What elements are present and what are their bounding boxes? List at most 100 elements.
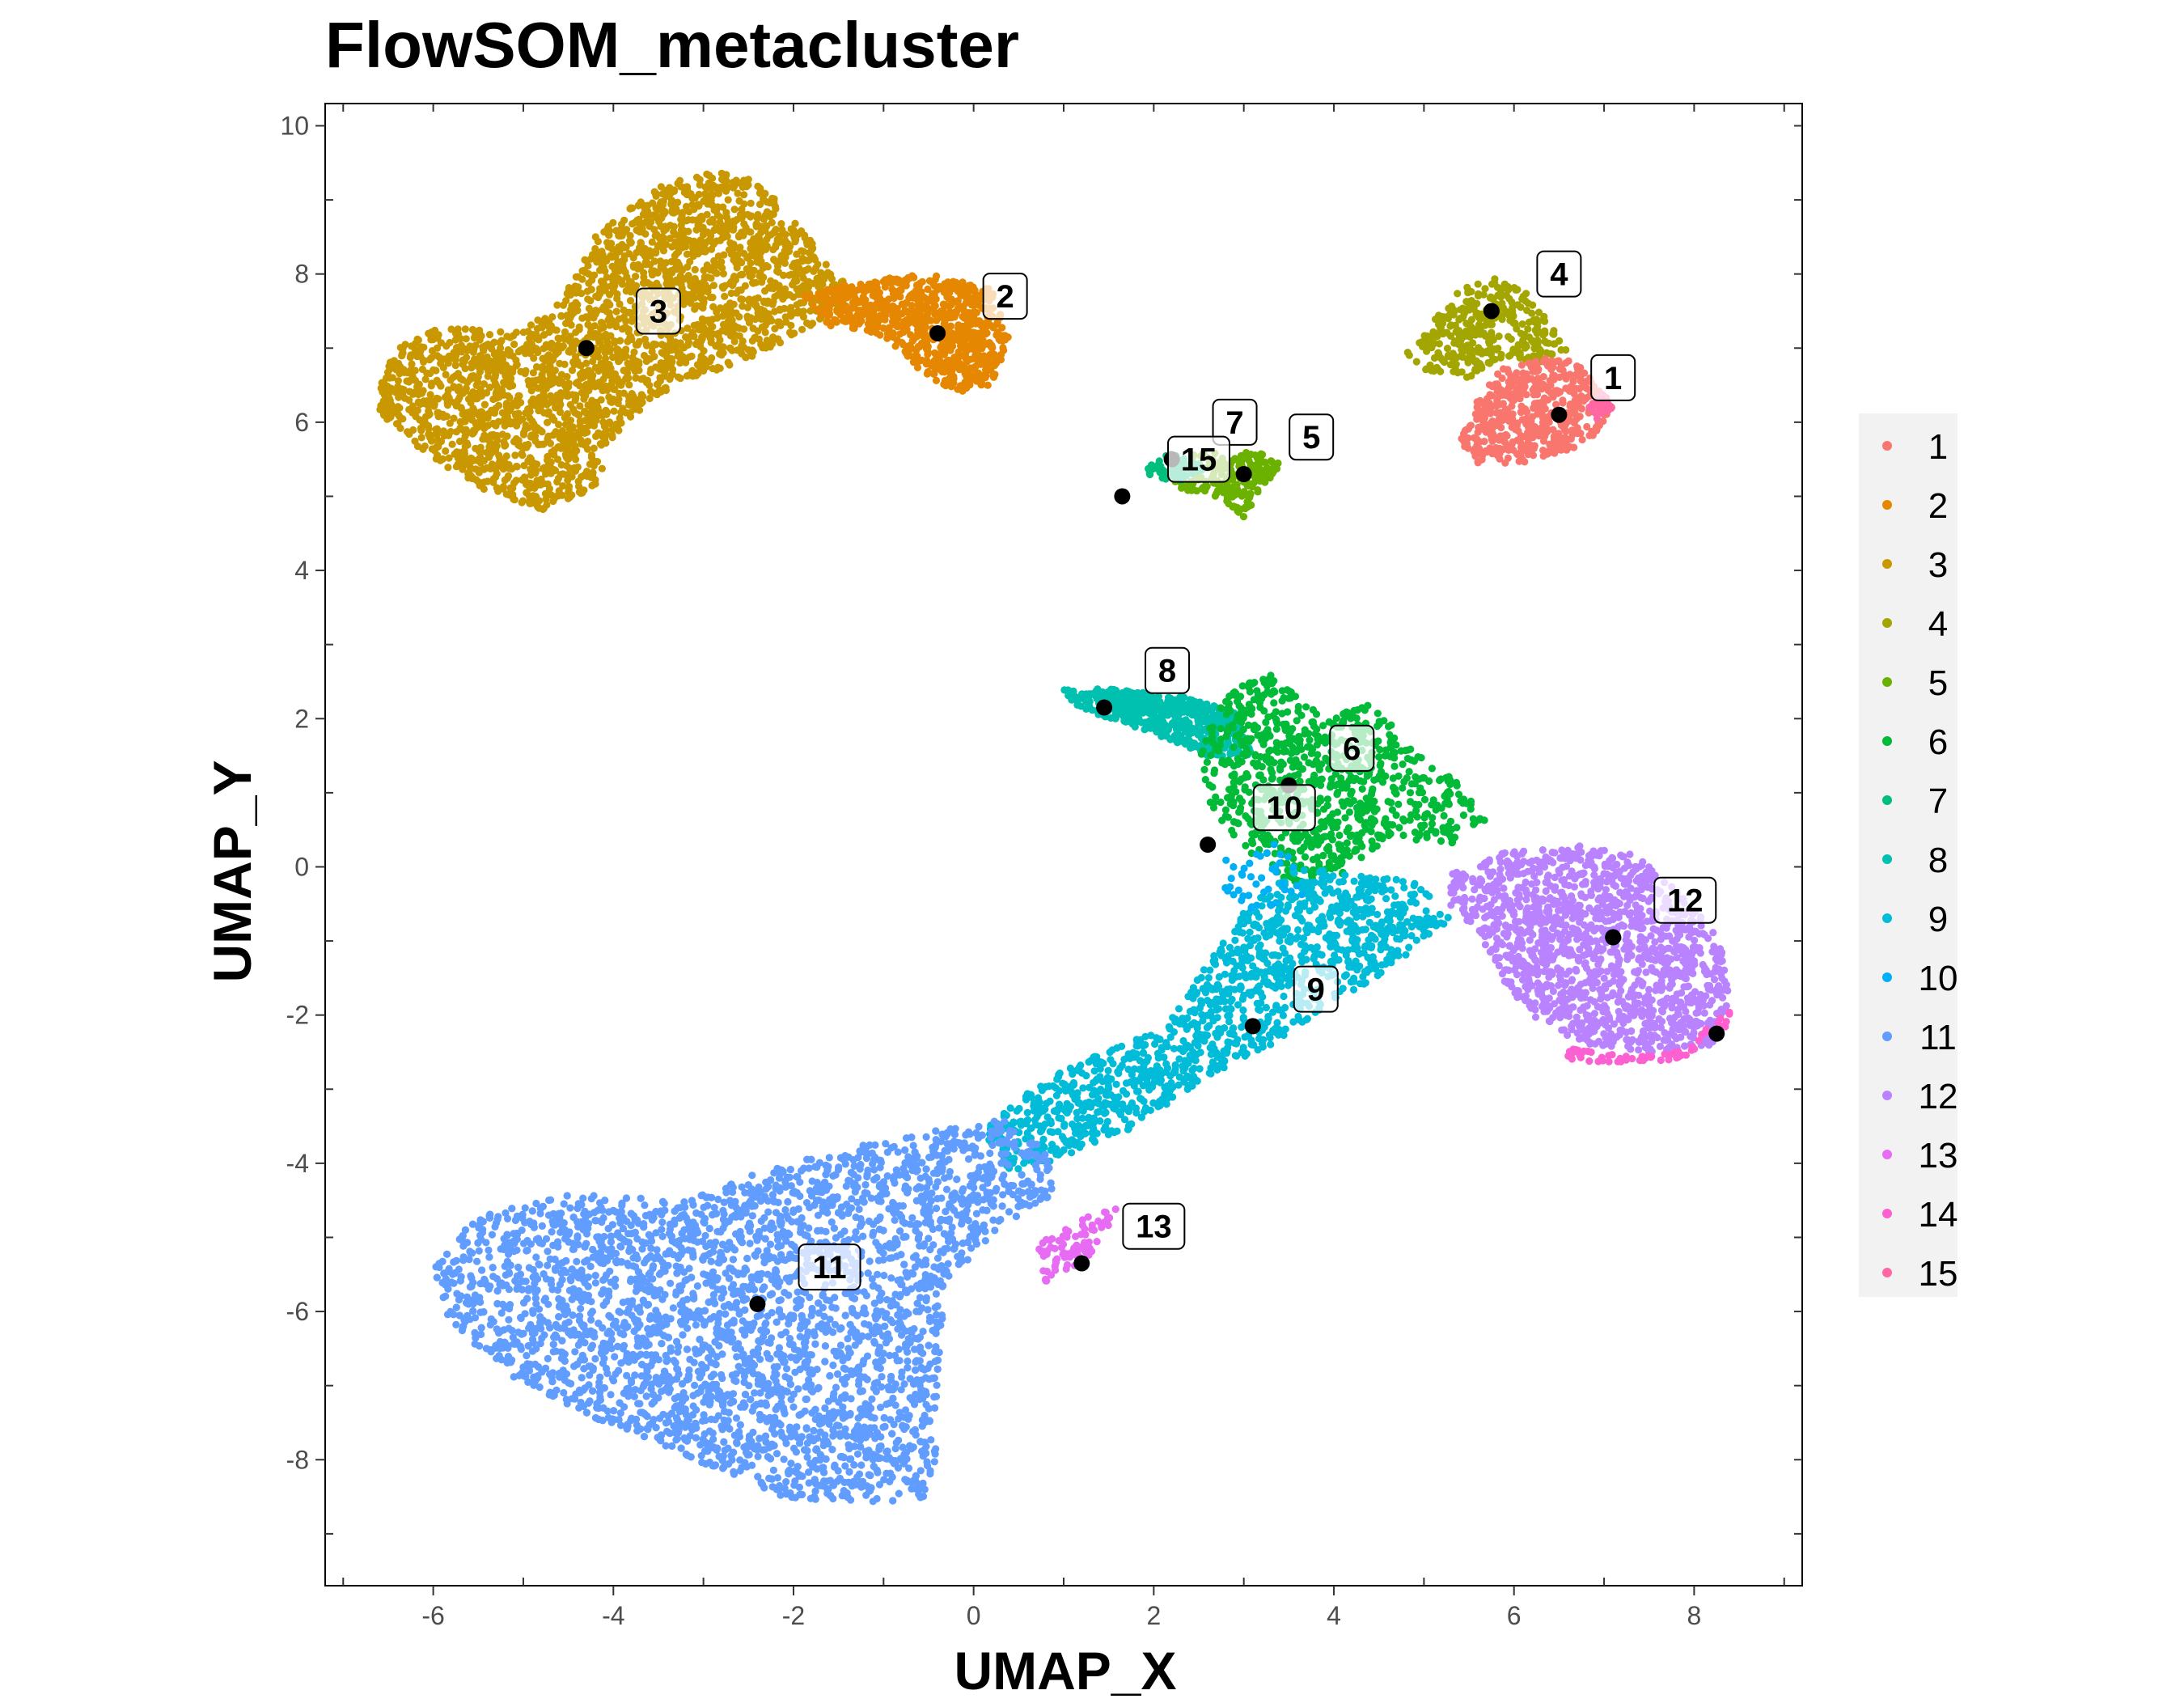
data-point (1530, 400, 1539, 408)
data-point (599, 251, 607, 259)
data-point (680, 344, 688, 352)
data-point (571, 393, 579, 401)
data-point (1239, 513, 1248, 521)
data-point (612, 274, 620, 282)
data-point (1110, 688, 1118, 697)
data-point (470, 406, 478, 414)
data-point (679, 209, 687, 217)
data-point (515, 392, 523, 400)
data-point (583, 257, 591, 265)
data-point (1520, 332, 1528, 340)
data-point (706, 320, 714, 328)
data-point (916, 279, 925, 287)
data-point (1498, 374, 1506, 383)
data-point (770, 195, 778, 203)
data-point (615, 420, 623, 428)
data-point (823, 317, 832, 326)
data-point (697, 337, 705, 345)
data-point (776, 338, 785, 347)
data-point (756, 244, 764, 252)
data-point (646, 355, 654, 363)
data-point (478, 418, 486, 426)
data-point (493, 436, 502, 444)
data-point (565, 315, 573, 323)
data-point (622, 409, 630, 417)
data-point (1487, 431, 1495, 439)
data-point (650, 257, 658, 265)
data-point (451, 372, 459, 380)
data-point (589, 357, 597, 366)
data-point (1529, 451, 1538, 460)
data-point (666, 375, 674, 383)
data-point (396, 404, 404, 412)
data-point (595, 412, 603, 420)
data-point (1530, 361, 1539, 370)
data-point (718, 282, 726, 291)
data-point (492, 364, 500, 372)
data-point (489, 419, 497, 428)
data-point (645, 394, 654, 403)
data-point (505, 368, 513, 376)
data-point (888, 277, 896, 285)
data-point (682, 243, 690, 251)
data-point (566, 333, 574, 341)
data-point (1476, 346, 1484, 354)
data-point (585, 279, 593, 287)
data-point (1080, 694, 1088, 702)
data-point (1505, 368, 1513, 377)
data-point (730, 256, 738, 264)
data-point (916, 295, 925, 303)
data-point (978, 345, 986, 353)
data-point (857, 310, 865, 319)
data-point (544, 418, 552, 426)
data-point (730, 321, 739, 330)
data-point (880, 309, 888, 317)
data-point (776, 305, 784, 313)
data-point (1133, 688, 1141, 697)
data-point (606, 346, 614, 355)
data-point (520, 429, 528, 437)
data-point (1245, 482, 1253, 490)
data-point (881, 283, 889, 291)
data-point (828, 299, 836, 307)
data-point (1177, 737, 1185, 745)
data-point (585, 413, 593, 421)
data-point (462, 335, 470, 343)
data-point (775, 282, 783, 290)
data-point (1509, 422, 1517, 430)
data-point (1270, 463, 1278, 471)
data-point (743, 303, 752, 311)
data-point (1412, 358, 1420, 366)
data-point (542, 384, 550, 392)
data-point (740, 325, 748, 333)
data-point (672, 205, 680, 213)
data-point (576, 402, 584, 410)
data-point (564, 476, 572, 485)
data-point (436, 456, 445, 464)
data-point (892, 309, 900, 317)
data-point (637, 239, 645, 247)
data-point (1471, 444, 1479, 452)
data-point (931, 349, 939, 357)
data-point (1475, 423, 1483, 431)
data-point (552, 428, 560, 436)
data-point (643, 212, 651, 220)
data-point (572, 379, 581, 388)
data-point (1114, 698, 1122, 706)
data-point (611, 337, 619, 345)
data-point (782, 318, 790, 326)
data-point (1261, 458, 1269, 467)
data-point (1525, 318, 1533, 326)
data-point (650, 188, 658, 196)
data-point (1559, 366, 1567, 375)
data-point (692, 173, 701, 181)
data-point (566, 417, 575, 425)
data-point (538, 428, 546, 436)
data-point (922, 311, 930, 320)
data-point (595, 366, 603, 375)
data-point (1155, 721, 1163, 729)
data-point (437, 438, 446, 446)
data-point (1496, 432, 1505, 440)
